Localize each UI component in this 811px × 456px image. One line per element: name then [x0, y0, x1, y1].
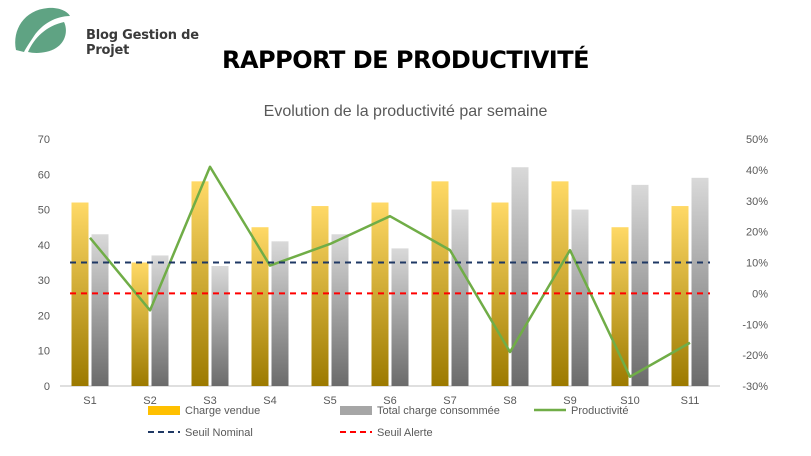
bar-charge-vendue	[611, 227, 629, 386]
leaf-logo-icon	[15, 7, 71, 53]
bar-charge-consommee	[391, 248, 409, 386]
bar-charge-vendue	[191, 181, 209, 386]
x-axis-tick-label: S4	[263, 395, 276, 407]
x-axis-tick-label: S10	[620, 395, 640, 407]
legend-seuil-nominal-label: Seuil Nominal	[185, 427, 253, 439]
y-axis-tick-label: 30	[38, 275, 50, 287]
y2-axis-tick-label: -20%	[742, 350, 768, 362]
y-axis-tick-label: 50	[38, 205, 50, 217]
bar-charge-vendue	[251, 227, 269, 386]
legend-charge-vendue-label: Charge vendue	[185, 405, 260, 417]
legend-seuil-alerte-label: Seuil Alerte	[377, 427, 433, 439]
y-axis-tick-label: 0	[44, 381, 50, 393]
bar-charge-consommee	[211, 266, 229, 386]
legend-charge-consommee-swatch	[340, 406, 372, 415]
x-axis-tick-label: S6	[383, 395, 396, 407]
bar-charge-vendue	[671, 206, 689, 386]
brand: Blog Gestion de Projet	[12, 6, 242, 58]
bar-charge-consommee	[451, 209, 469, 386]
bar-charge-consommee	[571, 209, 589, 386]
legend-productivite-label: Productivité	[571, 405, 628, 417]
chart-title: Evolution de la productivité par semaine	[263, 103, 548, 120]
x-axis-tick-label: S8	[503, 395, 516, 407]
y2-axis-tick-label: 40%	[746, 165, 768, 177]
y-axis-tick-label: 40	[38, 240, 50, 252]
x-axis-tick-label: S2	[143, 395, 156, 407]
brand-name: Blog Gestion de Projet	[86, 28, 199, 58]
bar-charge-consommee	[91, 234, 109, 386]
y-axis-tick-label: 10	[38, 346, 50, 358]
x-axis-tick-label: S9	[563, 395, 576, 407]
bar-charge-consommee	[271, 241, 289, 386]
y2-axis-tick-label: 10%	[746, 258, 768, 270]
y2-axis-tick-label: -10%	[742, 319, 768, 331]
bar-charge-vendue	[71, 202, 89, 386]
bar-charge-consommee	[331, 234, 349, 386]
bar-charge-consommee	[151, 255, 169, 386]
y-axis-tick-label: 20	[38, 310, 50, 322]
x-axis-tick-label: S7	[443, 395, 456, 407]
y2-axis-tick-label: -30%	[742, 381, 768, 393]
x-axis-tick-label: S1	[83, 395, 96, 407]
bar-charge-vendue	[131, 262, 149, 386]
bar-charge-consommee	[691, 177, 709, 386]
y2-axis-tick-label: 30%	[746, 196, 768, 208]
y-axis-tick-label: 60	[38, 169, 50, 181]
bar-charge-vendue	[431, 181, 449, 386]
bar-charge-consommee	[631, 184, 649, 386]
bar-charge-consommee	[511, 167, 529, 386]
legend-charge-vendue-swatch	[148, 406, 180, 415]
x-axis-tick-label: S3	[203, 395, 216, 407]
legend-charge-consommee-label: Total charge consommée	[377, 405, 500, 417]
y-axis-tick-label: 70	[38, 134, 50, 146]
y2-axis-tick-label: 50%	[746, 134, 768, 146]
y2-axis-tick-label: 0%	[752, 288, 768, 300]
y2-axis-tick-label: 20%	[746, 227, 768, 239]
productivite-line	[89, 165, 691, 378]
bar-charge-vendue	[551, 181, 569, 386]
x-axis-tick-label: S11	[681, 395, 700, 407]
bar-charge-vendue	[311, 206, 329, 386]
x-axis-tick-label: S5	[323, 395, 336, 407]
report-title: RAPPORT DE PRODUCTIVITÉ	[221, 46, 590, 74]
